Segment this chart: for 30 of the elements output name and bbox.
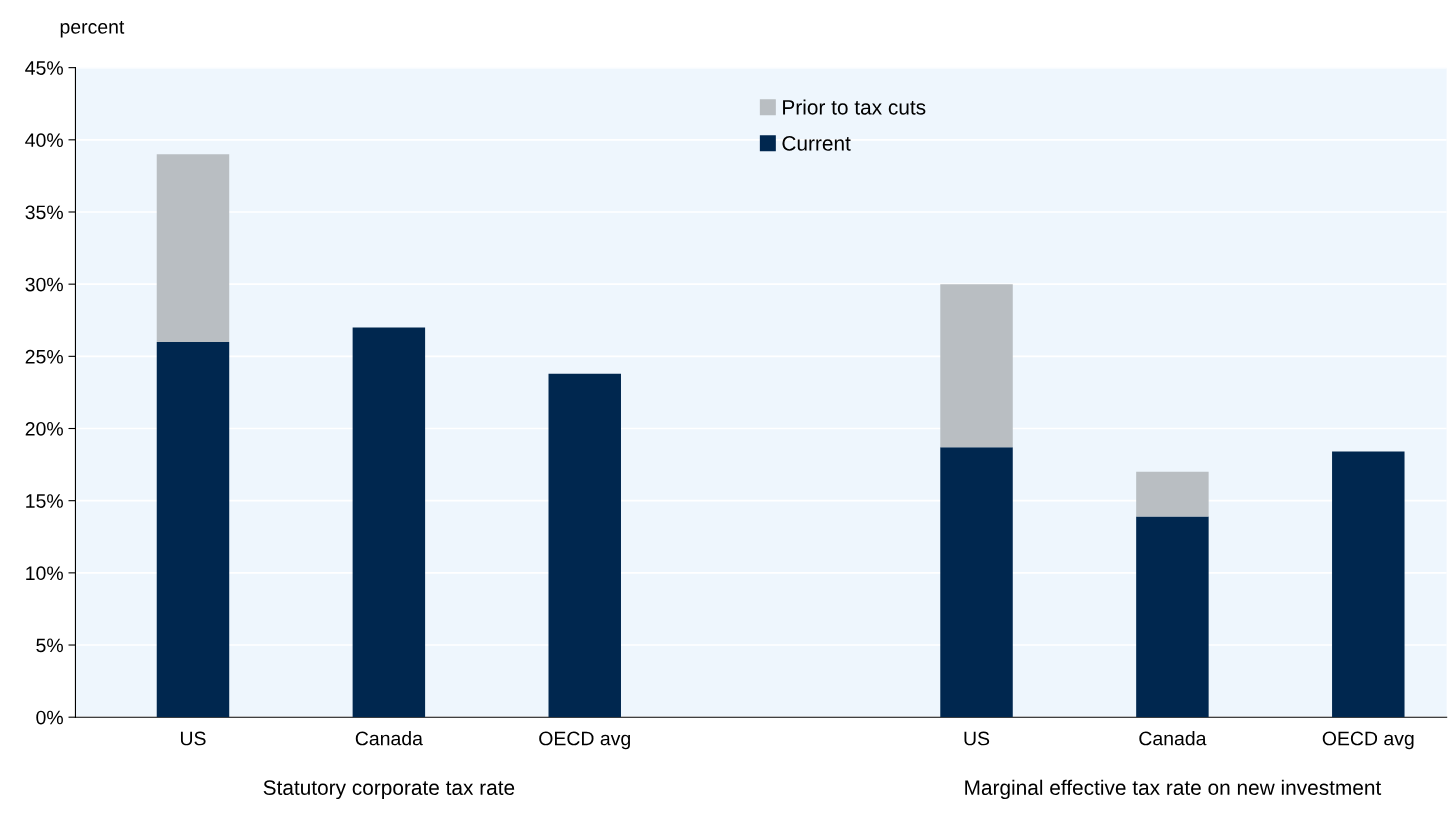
y-tick-label: 45% — [25, 61, 63, 75]
x-tick-label: Canada — [355, 731, 423, 746]
legend-label: Current — [782, 136, 851, 151]
x-tick-label: OECD avg — [539, 731, 630, 750]
y-tick-label: 0% — [36, 710, 63, 725]
bar — [548, 373, 621, 718]
y-tick-label: 25% — [25, 349, 63, 364]
legend-label: Prior to tax cuts — [783, 99, 926, 115]
bar — [352, 327, 426, 718]
x-tick-label: OECD avg — [1322, 731, 1414, 750]
text: Marginal effective tax rate on new investment — [965, 779, 1382, 800]
text: Statutory corporate tax rate — [263, 780, 515, 800]
bar — [156, 341, 230, 718]
bar — [940, 284, 1013, 448]
bar — [1136, 471, 1209, 517]
x-tick-label: US — [964, 731, 990, 746]
x-tick-label: US — [180, 731, 206, 746]
y-tick-label: 20% — [25, 421, 63, 436]
x-tick-label: Canada — [1139, 731, 1207, 746]
y-tick-label: 10% — [26, 566, 63, 581]
bar — [1136, 516, 1209, 718]
y-tick-label: 35% — [25, 205, 63, 220]
y-tick-label: 15% — [26, 494, 63, 508]
y-tick-label: 30% — [25, 277, 63, 292]
bar — [156, 154, 230, 342]
y-tick-label: 5% — [36, 638, 63, 653]
y-axis-title: percent — [60, 20, 125, 38]
bar — [1332, 451, 1405, 718]
y-tick-label: 40% — [25, 133, 63, 148]
bar — [940, 447, 1013, 718]
